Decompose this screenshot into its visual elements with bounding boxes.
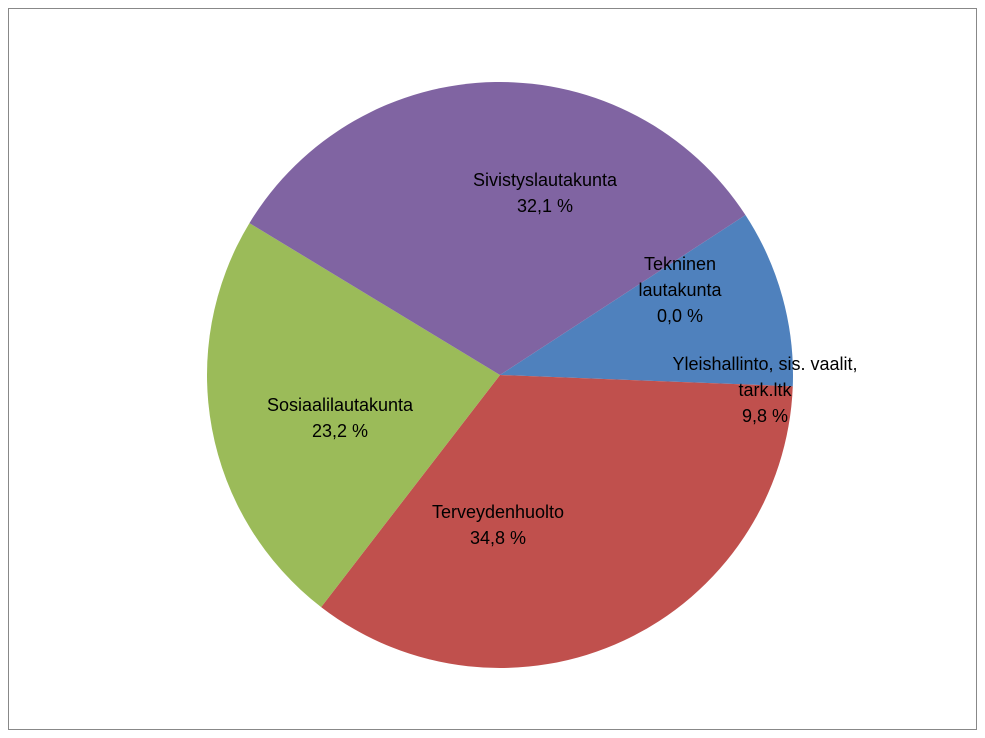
value-label: 32,1 %	[516, 196, 574, 216]
value-label: 9,8 %	[741, 406, 789, 426]
category-label: Sosiaalilautakunta	[266, 395, 414, 415]
category-label: Terveydenhuolto	[431, 502, 565, 522]
slice-label: Sivistyslautakunta 32,1 %	[435, 167, 655, 219]
pie-slice	[321, 375, 793, 668]
slice-label: Terveydenhuolto 34,8 %	[398, 499, 598, 551]
value-label: 23,2 %	[311, 421, 369, 441]
category-label: Yleishallinto, sis. vaalit, tark.ltk	[672, 354, 858, 400]
value-label: 34,8 %	[469, 528, 527, 548]
category-label: Tekninen lautakunta	[638, 254, 722, 300]
pie-slice	[249, 81, 746, 375]
slice-label: Tekninen lautakunta 0,0 %	[625, 251, 735, 329]
category-label: Sivistyslautakunta	[472, 170, 618, 190]
pie-slice	[207, 223, 500, 608]
slice-label: Sosiaalilautakunta 23,2 %	[230, 392, 450, 444]
value-label: 0,0 %	[656, 306, 704, 326]
slice-label: Yleishallinto, sis. vaalit, tark.ltk 9,8 …	[670, 351, 860, 429]
pie-slice	[500, 214, 793, 387]
pie-slice	[500, 214, 746, 375]
